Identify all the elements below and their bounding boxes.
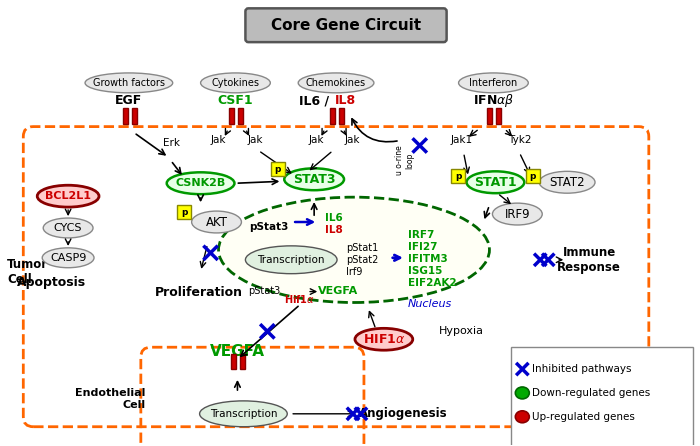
Text: Hif1$\alpha$: Hif1$\alpha$	[284, 293, 314, 305]
FancyBboxPatch shape	[451, 169, 465, 183]
Text: Apoptosis: Apoptosis	[17, 276, 86, 289]
Text: Cytokines: Cytokines	[211, 78, 260, 88]
Text: p: p	[274, 165, 281, 174]
Text: Tumor
Cell: Tumor Cell	[8, 258, 48, 286]
Text: pStat1: pStat1	[346, 243, 378, 253]
Text: IL8: IL8	[335, 94, 356, 107]
Text: IL8: IL8	[325, 225, 343, 235]
Text: p: p	[455, 172, 461, 181]
Bar	[330, 108, 335, 124]
Text: VEGFA: VEGFA	[318, 285, 358, 296]
Text: AKT: AKT	[206, 215, 228, 228]
Ellipse shape	[218, 197, 489, 302]
Text: pStat3: pStat3	[248, 285, 281, 296]
Ellipse shape	[43, 218, 93, 238]
Ellipse shape	[298, 73, 374, 93]
Text: Immune
Response: Immune Response	[557, 246, 621, 274]
Text: STAT2: STAT2	[550, 176, 585, 189]
Text: STAT1: STAT1	[474, 176, 517, 189]
Bar	[496, 108, 501, 124]
Text: Irf9: Irf9	[346, 267, 363, 277]
Bar	[232, 354, 237, 369]
Text: Jak: Jak	[248, 136, 263, 145]
Text: IL6: IL6	[325, 213, 343, 223]
Ellipse shape	[466, 171, 524, 193]
Bar	[240, 354, 246, 369]
Bar	[339, 108, 344, 124]
Text: IFITM3: IFITM3	[408, 254, 447, 264]
Text: Tyk2: Tyk2	[508, 136, 531, 145]
Text: Up-regulated genes: Up-regulated genes	[532, 412, 635, 422]
Text: Hypoxia: Hypoxia	[439, 326, 484, 336]
Text: Interferon: Interferon	[469, 78, 517, 88]
FancyBboxPatch shape	[526, 169, 540, 183]
Text: IRF9: IRF9	[505, 207, 530, 221]
Text: CSNK2B: CSNK2B	[176, 178, 225, 188]
Text: Growth factors: Growth factors	[93, 78, 165, 88]
FancyBboxPatch shape	[512, 347, 692, 446]
Ellipse shape	[355, 328, 413, 350]
Ellipse shape	[85, 73, 173, 93]
Ellipse shape	[458, 73, 528, 93]
Ellipse shape	[201, 73, 270, 93]
Text: STAT3: STAT3	[293, 173, 335, 186]
Text: Core Gene Circuit: Core Gene Circuit	[271, 18, 421, 33]
Text: Jak1: Jak1	[451, 136, 473, 145]
Text: Proliferation: Proliferation	[155, 286, 243, 299]
Text: pStat3: pStat3	[248, 222, 288, 232]
Text: p: p	[530, 172, 536, 181]
Ellipse shape	[199, 401, 287, 427]
Text: pStat2: pStat2	[346, 255, 379, 265]
Text: Inhibited pathways: Inhibited pathways	[532, 364, 632, 374]
Bar	[132, 108, 136, 124]
Text: Erk: Erk	[162, 139, 180, 149]
Ellipse shape	[42, 248, 94, 268]
Bar	[230, 108, 235, 124]
Text: IFI27: IFI27	[408, 242, 438, 252]
Ellipse shape	[492, 203, 542, 225]
Text: Transcription: Transcription	[210, 409, 277, 419]
Text: Endothelial
Cell: Endothelial Cell	[76, 388, 146, 410]
Text: Jak: Jak	[344, 136, 360, 145]
Text: HIF1$\alpha$: HIF1$\alpha$	[363, 333, 405, 346]
Bar	[123, 108, 128, 124]
Text: ISG15: ISG15	[408, 266, 442, 276]
Text: CSF1: CSF1	[218, 94, 253, 107]
Ellipse shape	[167, 172, 234, 194]
Text: IRF7: IRF7	[408, 230, 434, 240]
Text: Angiogenesis: Angiogenesis	[358, 407, 447, 420]
Text: Down-regulated genes: Down-regulated genes	[532, 388, 650, 398]
Ellipse shape	[246, 246, 337, 274]
Ellipse shape	[192, 211, 241, 233]
Bar	[239, 108, 244, 124]
Text: Jak: Jak	[211, 136, 226, 145]
Text: IL6 /: IL6 /	[299, 94, 333, 107]
Text: Jak: Jak	[309, 136, 324, 145]
Text: Transcription: Transcription	[258, 255, 325, 265]
Text: EIF2AK2: EIF2AK2	[408, 277, 456, 288]
Text: Nucleus: Nucleus	[407, 300, 452, 310]
Ellipse shape	[284, 168, 344, 190]
Ellipse shape	[515, 387, 529, 399]
Text: CYCS: CYCS	[54, 223, 83, 233]
Text: EGF: EGF	[116, 94, 143, 107]
Ellipse shape	[539, 171, 595, 193]
FancyBboxPatch shape	[271, 162, 285, 176]
Text: CASP9: CASP9	[50, 253, 86, 263]
Text: VEGFA: VEGFA	[210, 344, 265, 359]
Ellipse shape	[37, 185, 99, 207]
Bar	[487, 108, 492, 124]
Text: BCL2L1: BCL2L1	[45, 191, 91, 201]
Text: p: p	[181, 207, 188, 217]
FancyBboxPatch shape	[246, 8, 447, 42]
Text: Chemokines: Chemokines	[306, 78, 366, 88]
Text: u o-rine
loop: u o-rine loop	[395, 145, 414, 175]
Text: IFN$\alpha\beta$: IFN$\alpha\beta$	[473, 92, 514, 109]
FancyBboxPatch shape	[177, 205, 191, 219]
Ellipse shape	[515, 411, 529, 423]
